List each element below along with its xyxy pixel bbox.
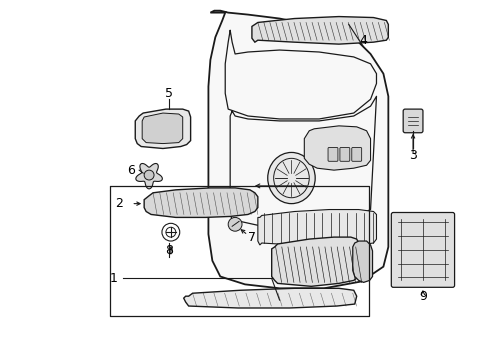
Polygon shape: [251, 17, 387, 44]
Polygon shape: [135, 109, 190, 148]
Polygon shape: [257, 210, 376, 247]
Circle shape: [228, 217, 242, 231]
FancyBboxPatch shape: [402, 109, 422, 133]
Text: 9: 9: [418, 290, 426, 303]
Polygon shape: [352, 241, 372, 282]
Circle shape: [144, 170, 154, 180]
Text: 6: 6: [127, 164, 135, 177]
Polygon shape: [142, 113, 183, 144]
Ellipse shape: [267, 152, 315, 204]
Polygon shape: [144, 188, 257, 217]
Text: 5: 5: [164, 87, 173, 100]
Text: 8: 8: [164, 244, 173, 257]
Text: 4: 4: [359, 34, 367, 47]
FancyBboxPatch shape: [390, 212, 454, 287]
Polygon shape: [271, 237, 358, 286]
Text: 3: 3: [408, 149, 416, 162]
FancyBboxPatch shape: [351, 148, 361, 161]
Polygon shape: [208, 11, 387, 288]
Polygon shape: [136, 163, 162, 189]
Text: 1: 1: [109, 272, 117, 285]
Polygon shape: [304, 126, 370, 170]
Text: 2: 2: [115, 197, 123, 210]
FancyBboxPatch shape: [327, 148, 337, 161]
FancyBboxPatch shape: [339, 148, 349, 161]
Text: 7: 7: [247, 231, 255, 244]
Polygon shape: [183, 288, 356, 308]
